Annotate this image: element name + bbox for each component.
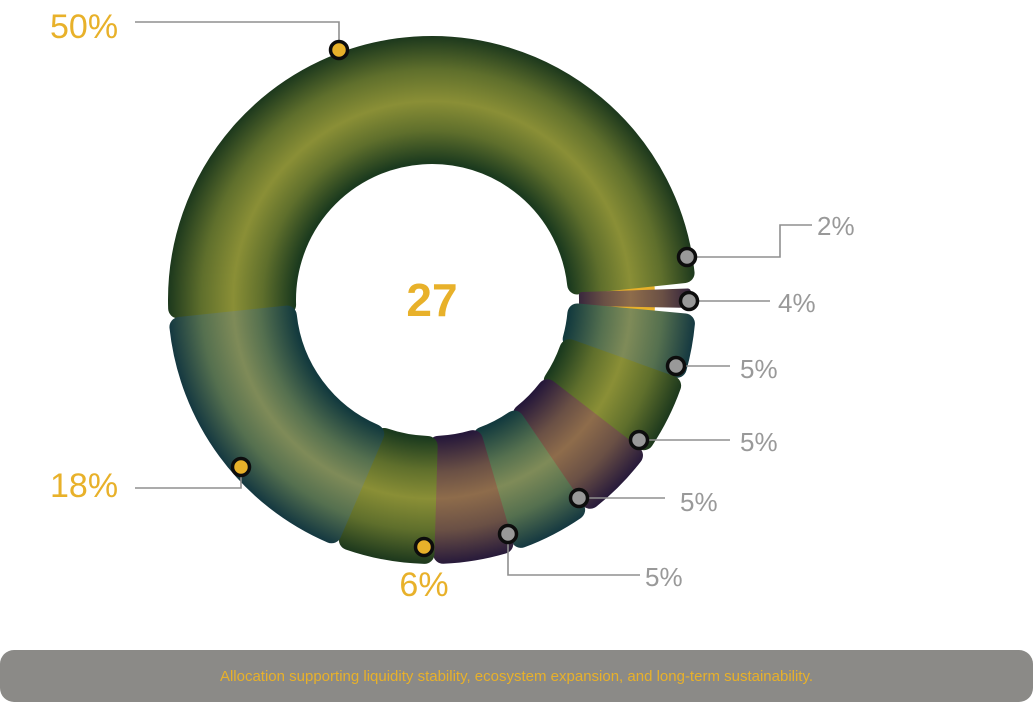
slice-label: 6% — [399, 566, 448, 604]
donut-slice-4pct-2 — [562, 303, 695, 378]
slice-label: 5% — [680, 487, 718, 517]
footer-caption-bar: Allocation supporting liquidity stabilit… — [0, 650, 1033, 702]
slice-marker — [497, 523, 519, 545]
slice-label: 4% — [778, 288, 816, 318]
donut-chart: 50% 2% 4% 5% 5% 5% 5% 6% 18% 27 — [50, 8, 855, 604]
slice-marker — [628, 429, 650, 451]
footer-caption: Allocation supporting liquidity stabilit… — [219, 667, 814, 685]
center-label: 27 — [406, 274, 457, 326]
donut-slice-6pct-7 — [338, 427, 438, 564]
leader-line — [135, 21, 340, 50]
slice-label: 2% — [817, 211, 855, 241]
slice-label: 5% — [740, 427, 778, 457]
donut-slice-50pct-0 — [168, 36, 695, 319]
leader-line — [135, 467, 242, 489]
leader-line — [687, 224, 812, 258]
donut-slice-5pct-5 — [473, 410, 586, 548]
slice-marker — [328, 39, 350, 61]
slice-marker — [568, 487, 590, 509]
donut-slice-5pct-3 — [543, 339, 682, 451]
donut-slice-2pct-1 — [578, 288, 691, 308]
slice-label: 5% — [645, 562, 683, 592]
slice-label: 50% — [50, 8, 118, 46]
slice-marker — [665, 355, 687, 377]
donut-slice-5pct-4 — [512, 379, 643, 509]
slice-marker — [230, 456, 252, 478]
slice-marker — [676, 246, 698, 268]
donut-slice-5pct-6 — [428, 430, 514, 564]
slice-label: 5% — [740, 354, 778, 384]
slice-label: 18% — [50, 467, 118, 505]
slice-marker — [413, 536, 435, 558]
donut-slice-18pct-8 — [169, 305, 385, 544]
leader-line — [507, 534, 640, 576]
slice-marker — [678, 290, 700, 312]
